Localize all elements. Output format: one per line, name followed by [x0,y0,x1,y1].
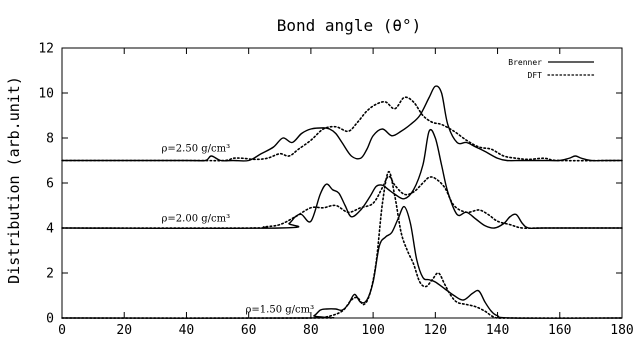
x-tick-label: 140 [486,323,509,338]
series-brenner-2 [61,128,622,230]
axis-ticks: 0 20 40 60 80 100 120 140 160 180 0 2 4 6 8 10 12 [38,42,633,339]
legend: Brenner DFT [508,58,595,80]
series-brenner-3 [61,205,623,319]
plot-area [61,47,623,319]
x-tick-label: 160 [548,323,571,338]
y-tick-label: 8 [46,132,54,147]
density-annotations: ρ=2.50 g/cm³ ρ=2.00 g/cm³ ρ=1.50 g/cm³ [162,144,315,316]
x-tick-label: 180 [610,323,633,338]
y-tick-label: 10 [38,87,54,102]
series-dft-2 [61,175,623,230]
series-curves [61,85,623,319]
x-tick-label: 40 [179,323,195,338]
y-axis-label: Distribution (arb.unit) [5,76,23,284]
density-label-2: ρ=2.00 g/cm³ [162,213,231,224]
density-label-1: ρ=2.50 g/cm³ [162,144,231,155]
y-tick-label: 6 [46,177,54,192]
series-dft-1 [61,96,623,162]
plot-frame [61,47,623,319]
y-tick-label: 12 [38,42,54,57]
y-tick-label: 0 [46,312,54,327]
y-tick-label: 4 [46,222,54,237]
series-dft-3 [61,170,623,319]
series-brenner-1 [62,85,622,162]
x-tick-label: 100 [361,323,384,338]
x-tick-label: 20 [116,323,132,338]
legend-label-brenner: Brenner [508,58,542,67]
x-tick-label: 60 [241,323,257,338]
x-tick-label: 80 [303,323,319,338]
y-tick-label: 2 [46,267,54,282]
x-tick-label: 0 [58,323,66,338]
density-label-3: ρ=1.50 g/cm³ [246,304,315,315]
legend-label-dft: DFT [528,71,543,80]
chart-title: Bond angle (θ°) [277,16,422,35]
x-tick-label: 120 [424,323,447,338]
